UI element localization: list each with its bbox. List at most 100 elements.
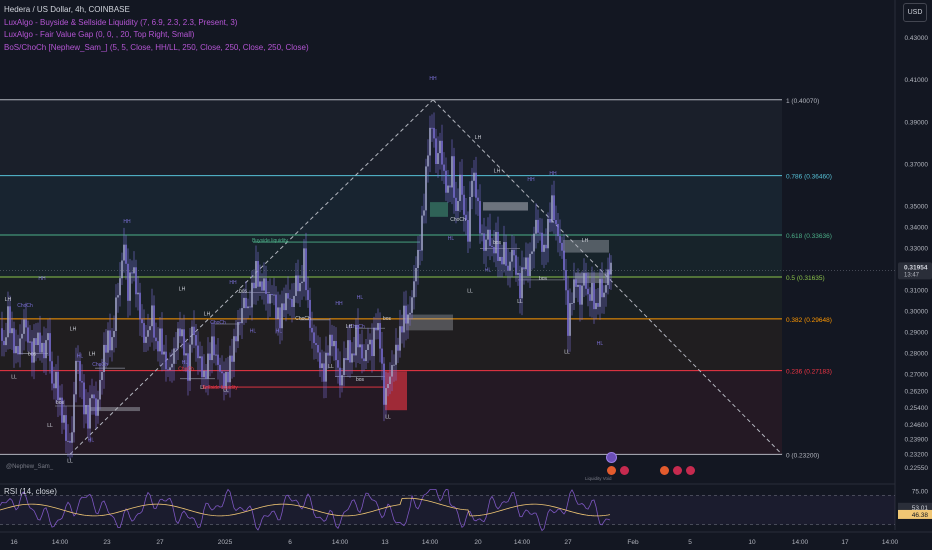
candle-body	[127, 263, 129, 301]
structure-label-20: LL	[223, 387, 229, 393]
candle-body	[289, 298, 291, 300]
structure-label-17: LH	[204, 312, 211, 318]
swing-line	[69, 99, 434, 455]
candle-body	[241, 308, 243, 324]
candle-body	[411, 297, 413, 313]
rsi-legend[interactable]: RSI (14, close)	[4, 487, 57, 496]
candle-body	[113, 331, 115, 338]
structure-label-31: bos	[356, 377, 365, 383]
symbol-title[interactable]: Hedera / US Dollar, 4h, COINBASE	[4, 5, 130, 14]
candle-body	[11, 328, 13, 334]
candle-body	[495, 231, 497, 254]
candle-body	[509, 261, 511, 271]
candle-body	[321, 363, 323, 369]
candle-body	[157, 341, 159, 352]
candle-body	[547, 219, 549, 249]
indicator-liquidity[interactable]: LuxAlgo - Buyside & Sellside Liquidity (…	[4, 17, 238, 27]
candle-body	[477, 197, 479, 202]
currency-button[interactable]: USD	[903, 3, 927, 22]
candle-body	[383, 363, 385, 405]
candle-body	[83, 382, 85, 415]
candle-body	[293, 295, 295, 307]
candle-body	[107, 330, 109, 353]
candle-body	[313, 332, 315, 344]
candle-body	[467, 220, 469, 242]
candle-body	[165, 351, 167, 370]
structure-label-8: LH	[89, 352, 96, 358]
candle-body	[131, 272, 133, 274]
candle-body	[81, 381, 83, 383]
candle-body	[345, 358, 347, 361]
candle-body	[573, 279, 575, 303]
structure-label-35: ChoCh	[450, 217, 466, 223]
indicator-bos-choch[interactable]: BoS/ChoCh [Nephew_Sam_] (5, 5, Close, HH…	[4, 42, 309, 52]
structure-label-6: HH	[38, 276, 46, 282]
structure-label-42: LL	[467, 289, 473, 295]
time-tick-6: 14:00	[332, 539, 349, 546]
candle-body	[591, 282, 593, 301]
candle-body	[597, 303, 599, 307]
candle-body	[319, 352, 321, 369]
candle-body	[225, 371, 227, 389]
flag-icon-3[interactable]	[686, 466, 695, 475]
candle-body	[585, 273, 587, 289]
candle-body	[89, 398, 91, 429]
candle-body	[273, 294, 275, 296]
structure-label-44: bos	[539, 276, 548, 282]
candle-body	[385, 388, 387, 405]
structure-label-9: ChoCh	[92, 362, 108, 368]
structure-label-36: HL	[448, 236, 455, 242]
price-tick-15: 0.24600	[905, 422, 929, 429]
gap-box-2	[563, 239, 609, 253]
candle-body	[217, 354, 219, 365]
indicator-fvg[interactable]: LuxAlgo - Fair Value Gap (0, 0, , 20, To…	[4, 30, 195, 40]
time-tick-12: Feb	[627, 539, 639, 546]
candle-body	[433, 127, 435, 139]
time-tick-15: 14:00	[792, 539, 809, 546]
candle-body	[505, 242, 507, 266]
candle-body	[141, 319, 143, 324]
candle-body	[59, 397, 61, 401]
candle-body	[329, 334, 331, 356]
candle-body	[593, 282, 595, 310]
candle-body	[485, 239, 487, 251]
candle-body	[459, 174, 461, 202]
candle-body	[55, 371, 57, 389]
candle-body	[67, 440, 69, 442]
candle-body	[469, 197, 471, 242]
candle-body	[601, 279, 603, 298]
rocket-icon-2[interactable]	[660, 466, 669, 475]
candle-body	[407, 314, 409, 324]
candle-body	[549, 219, 551, 223]
candle-body	[425, 166, 427, 211]
structure-label-19: LL	[200, 385, 206, 391]
candle-body	[335, 340, 337, 361]
fib-label-0.382: 0.382 (0.29648)	[786, 317, 832, 324]
candle-body	[31, 341, 33, 363]
candle-body	[19, 338, 21, 355]
candle-body	[159, 328, 161, 352]
candle-body	[97, 399, 99, 416]
candle-body	[463, 194, 465, 215]
time-tick-1: 14:00	[52, 539, 69, 546]
candle-body	[173, 348, 175, 364]
candle-body	[199, 356, 201, 359]
structure-label-32: bos	[383, 316, 392, 322]
structure-label-3: bos	[28, 352, 37, 358]
flag-icon[interactable]	[620, 466, 629, 475]
candle-body	[447, 185, 449, 193]
candle-body	[435, 138, 437, 165]
rocket-icon[interactable]	[607, 466, 616, 475]
candle-body	[75, 360, 77, 395]
candle-body	[167, 369, 169, 371]
candle-body	[399, 326, 401, 351]
candle-body	[197, 345, 199, 359]
structure-label-1: ChoCh	[17, 303, 33, 309]
candle-body	[111, 337, 113, 351]
candle-body	[507, 265, 509, 271]
candle-body	[375, 327, 377, 331]
time-tick-8: 14:00	[422, 539, 439, 546]
lightning-icon[interactable]	[606, 452, 617, 463]
flag-icon-2[interactable]	[673, 466, 682, 475]
